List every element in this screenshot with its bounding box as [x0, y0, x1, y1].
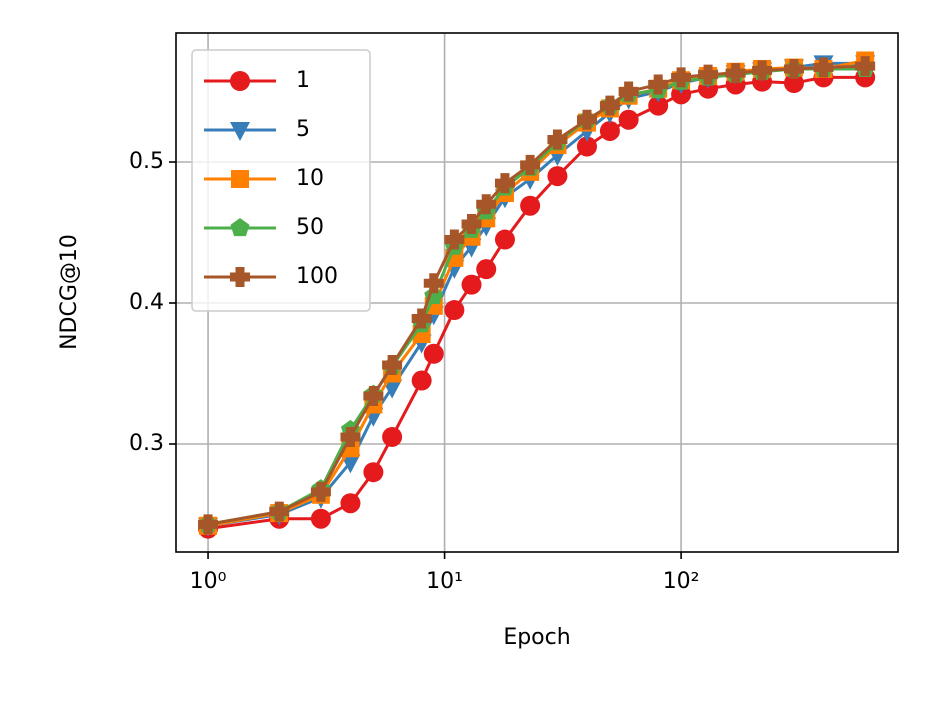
- marker: [547, 166, 568, 187]
- legend-marker: [230, 122, 250, 141]
- legend-marker: [231, 170, 249, 188]
- marker: [269, 501, 290, 522]
- marker: [520, 195, 541, 216]
- x-tick-label: 10¹: [426, 569, 463, 594]
- marker: [198, 514, 219, 535]
- marker: [476, 194, 497, 215]
- marker: [813, 57, 834, 78]
- legend-marker: [230, 267, 250, 287]
- marker: [599, 95, 620, 116]
- marker: [547, 129, 568, 150]
- x-tick-label: 10²: [663, 569, 700, 594]
- axes-frame: [175, 32, 899, 553]
- marker: [363, 386, 384, 407]
- marker: [494, 173, 515, 194]
- marker: [520, 154, 541, 175]
- legend-marker: [230, 218, 250, 237]
- x-axis-label: Epoch: [503, 625, 570, 650]
- legend-marker: [230, 71, 250, 91]
- marker: [725, 63, 746, 84]
- y-axis-label: NDCG@10: [57, 234, 82, 350]
- ticks: 10⁰ 10¹ 10² 0.3 0.4 0.5: [129, 149, 700, 594]
- marker: [618, 109, 639, 130]
- marker: [671, 67, 692, 88]
- legend-box: [191, 49, 371, 312]
- marker: [698, 64, 719, 85]
- marker: [783, 73, 804, 94]
- x-tick-label: 10⁰: [190, 569, 227, 594]
- marker: [461, 214, 482, 235]
- marker: [423, 273, 444, 294]
- marker: [340, 454, 361, 474]
- legend-label: 5: [296, 117, 310, 142]
- plot-area: [198, 51, 876, 539]
- marker: [648, 74, 669, 95]
- marker: [576, 109, 597, 130]
- y-tick-label: 0.5: [129, 149, 164, 174]
- marker: [576, 136, 597, 157]
- legend-label: 1: [296, 68, 310, 93]
- marker: [599, 120, 620, 141]
- marker: [461, 274, 482, 295]
- y-tick-label: 0.3: [129, 431, 164, 456]
- marker: [752, 60, 773, 81]
- marker: [783, 58, 804, 79]
- marker: [340, 426, 361, 447]
- marker: [423, 343, 444, 364]
- marker: [411, 308, 432, 329]
- legend: 1 5 10 50 100: [191, 49, 371, 312]
- marker: [310, 481, 331, 502]
- marker: [618, 81, 639, 102]
- marker: [476, 259, 497, 280]
- marker: [494, 229, 515, 250]
- y-tick-label: 0.4: [129, 290, 164, 315]
- legend-label: 50: [296, 215, 324, 240]
- marker: [444, 229, 465, 250]
- marker: [382, 355, 403, 376]
- marker: [310, 508, 331, 529]
- marker: [340, 493, 361, 514]
- marker: [411, 370, 432, 391]
- legend-label: 10: [296, 166, 324, 191]
- marker: [382, 426, 403, 447]
- legend-label: 100: [296, 264, 338, 289]
- marker: [444, 300, 465, 321]
- marker: [648, 95, 669, 116]
- marker: [855, 56, 876, 77]
- marker: [363, 462, 384, 483]
